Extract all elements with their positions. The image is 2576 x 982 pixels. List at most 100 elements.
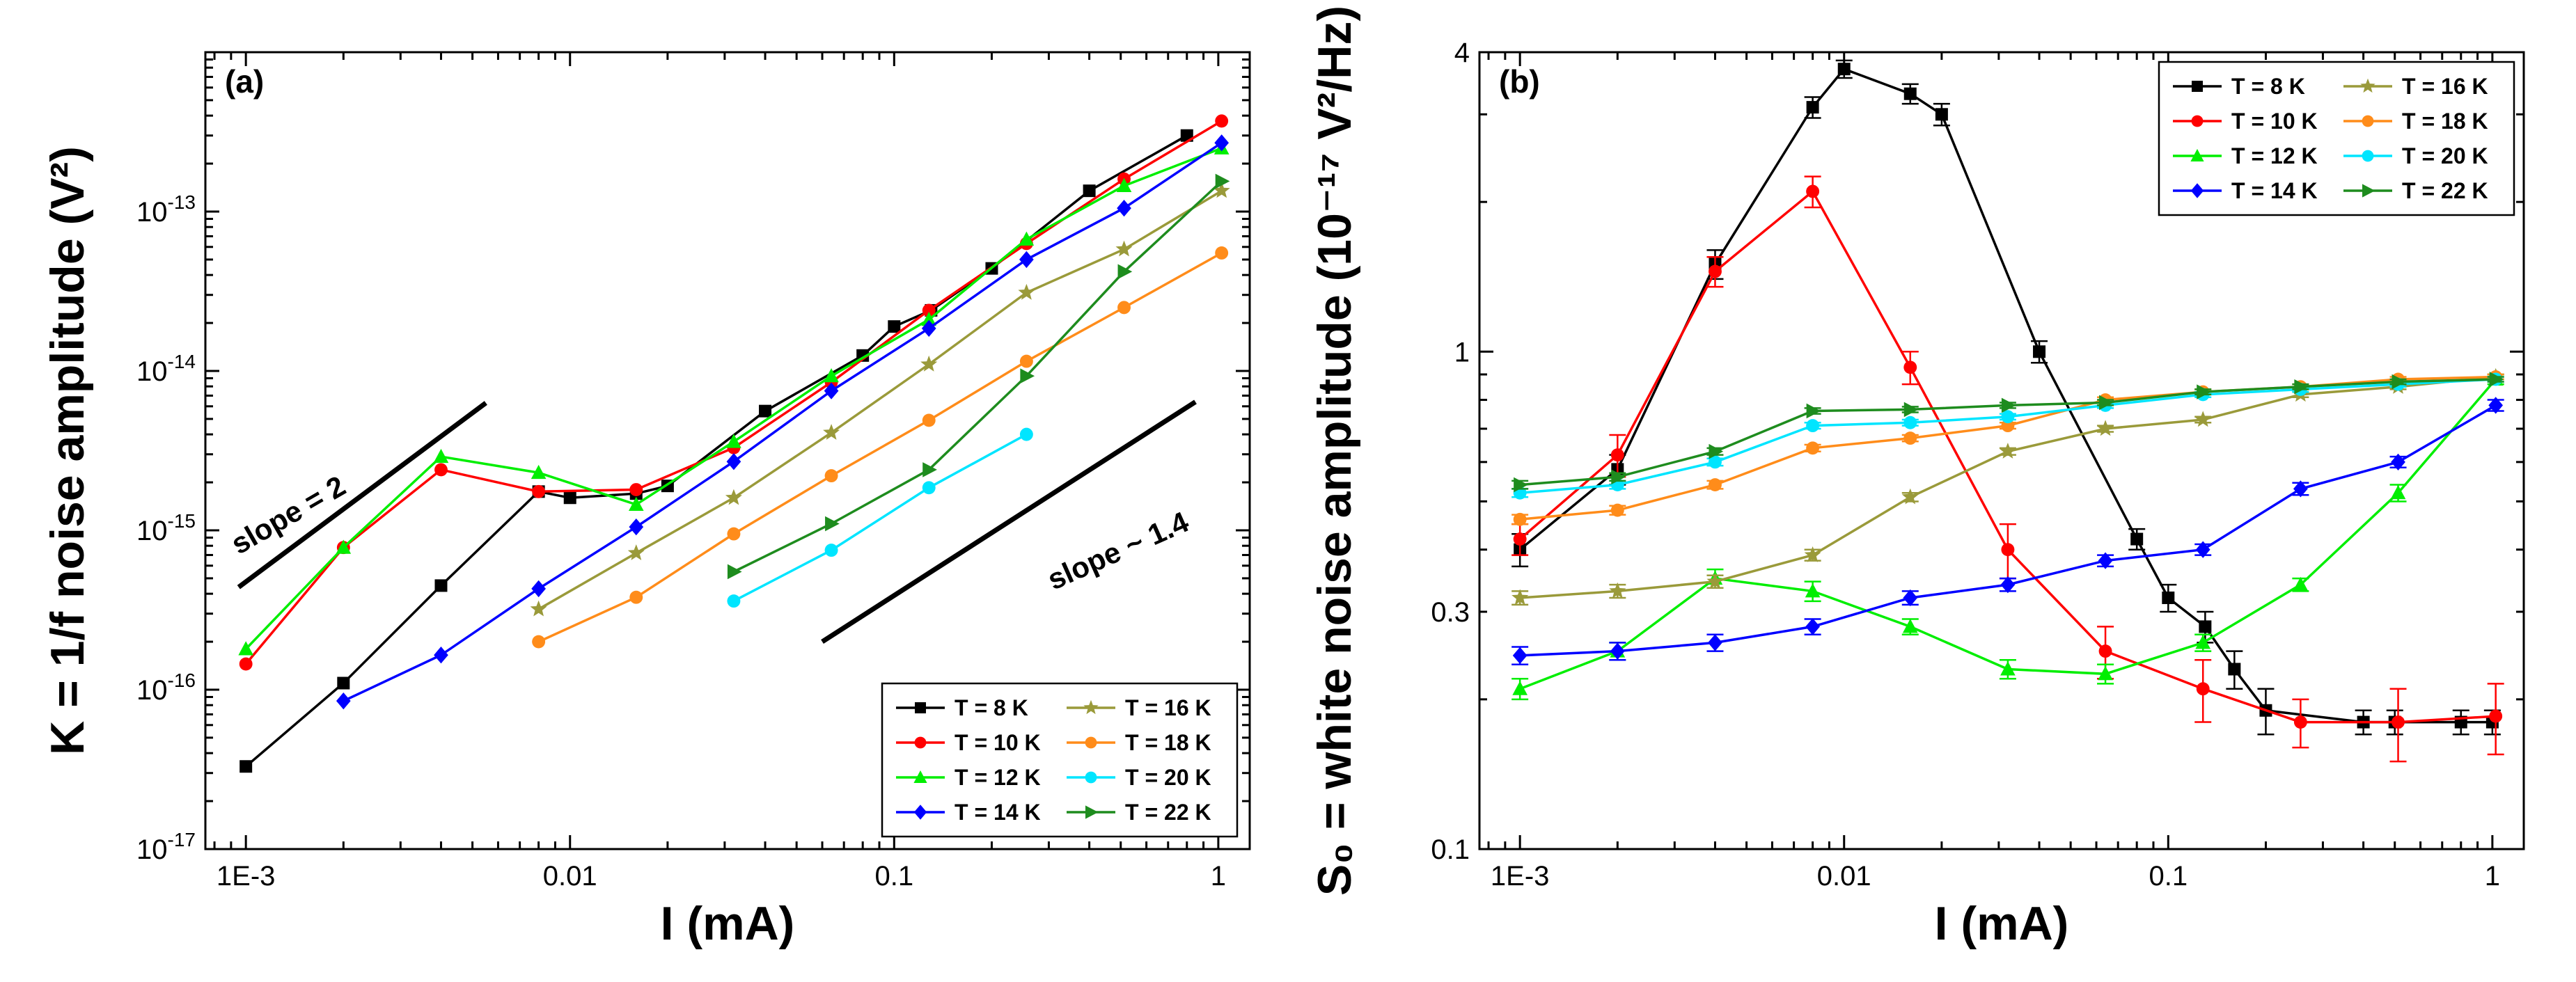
x-axis-title: I (mA) <box>661 897 795 950</box>
series-line <box>1519 189 2496 724</box>
y-tick-label: 10-13 <box>136 191 196 228</box>
data-point <box>824 382 839 399</box>
data-point <box>433 448 449 464</box>
panel-a-chart: 1E-3 0.01 0.1 110-1710-1610-1510-1410-13(a)… <box>41 51 1251 950</box>
y-tick-label: 1 <box>1454 337 1470 367</box>
data-point <box>1805 583 1821 598</box>
y-tick-label: 10-14 <box>136 351 196 387</box>
slope-guide-line <box>821 399 1197 644</box>
data-point <box>1019 231 1035 246</box>
x-tick-label: 0.01 <box>1817 861 1871 892</box>
data-point <box>1019 427 1033 441</box>
legend-marker <box>915 702 926 713</box>
legend: T = 8 K T = 10 K T = 12 K T = 14 K T = 16 K T… <box>881 682 1239 838</box>
data-point <box>1513 512 1527 526</box>
data-point <box>1610 642 1625 660</box>
y-tick-label: 10-17 <box>136 829 196 865</box>
data-point <box>2195 541 2210 558</box>
data-point <box>759 404 772 418</box>
y-tick-label: 0.3 <box>1431 597 1470 628</box>
data-point <box>727 564 742 580</box>
legend-marker <box>2362 115 2374 127</box>
data-point <box>2392 715 2405 729</box>
data-point <box>1511 589 1529 605</box>
data-point <box>2199 620 2212 633</box>
data-point <box>1083 184 1096 198</box>
data-point <box>2162 591 2175 604</box>
data-point <box>825 516 840 532</box>
series-t-22-k <box>727 173 1230 580</box>
data-point <box>434 647 448 664</box>
slope-annotation: slope ~ 1.4 <box>1043 505 1194 596</box>
data-point <box>1805 618 1820 635</box>
legend-label: T = 18 K <box>1125 730 1211 755</box>
legend-label: T = 20 K <box>1125 765 1211 790</box>
legend-marker <box>2192 81 2203 92</box>
y-tick-exponent: -16 <box>168 670 196 691</box>
slope-guide-line <box>237 401 487 589</box>
data-point <box>1610 503 1624 517</box>
data-point <box>1903 589 1918 607</box>
data-point <box>2099 395 2114 411</box>
data-point <box>530 600 547 617</box>
data-point <box>2293 480 2308 498</box>
data-point <box>2001 543 2015 557</box>
data-point <box>1806 403 1821 419</box>
y-tick-mantissa: 10 <box>136 356 168 387</box>
series-t-14-k <box>1511 397 2504 666</box>
data-point <box>2130 532 2144 546</box>
data-point <box>434 579 448 592</box>
data-point <box>2098 666 2113 681</box>
legend-label: T = 12 K <box>2231 143 2318 168</box>
data-point <box>239 657 253 671</box>
data-point <box>1999 443 2016 459</box>
panel-label: (b) <box>1499 63 1540 100</box>
data-point <box>531 464 547 480</box>
x-tick-label: 1E-3 <box>217 861 276 892</box>
data-point <box>1903 415 1917 429</box>
y-tick-mantissa: 10 <box>136 675 168 706</box>
series-t-22-k <box>1511 372 2504 493</box>
data-point <box>1512 681 1527 695</box>
series-line <box>537 189 1223 610</box>
legend-label: T = 14 K <box>955 800 1041 825</box>
y-tick-mantissa: 10 <box>136 516 168 546</box>
data-point <box>627 544 645 560</box>
legend-label: T = 20 K <box>2402 143 2488 168</box>
x-tick-label: 1 <box>2485 861 2500 892</box>
data-point <box>1709 478 1722 492</box>
y-tick-exponent: -14 <box>168 351 196 372</box>
y-tick-exponent: -13 <box>168 191 196 213</box>
data-point <box>1903 87 1917 100</box>
data-point <box>2488 397 2504 414</box>
data-point <box>2293 715 2307 729</box>
legend-label: T = 18 K <box>2402 109 2488 134</box>
legend-marker <box>2362 150 2374 162</box>
legend-marker <box>914 736 927 749</box>
data-point <box>2390 485 2406 500</box>
data-point <box>1117 199 1131 217</box>
plot-frame <box>204 51 1251 850</box>
legend-marker <box>1085 805 1099 819</box>
data-point <box>888 320 901 333</box>
data-point <box>1018 283 1035 300</box>
data-point <box>727 527 741 541</box>
data-point <box>2489 372 2504 387</box>
data-point <box>2000 576 2016 594</box>
series-t-16-k <box>530 182 1230 617</box>
y-tick-exponent: -17 <box>168 829 196 850</box>
data-point <box>1709 264 1722 278</box>
data-point <box>1806 184 1820 198</box>
data-point <box>532 484 546 498</box>
data-point <box>1117 264 1133 280</box>
x-tick-label: 1E-3 <box>1491 861 1550 892</box>
legend-marker <box>2190 183 2204 198</box>
data-point <box>1804 546 1821 562</box>
data-point <box>921 311 937 326</box>
series-t-20-k <box>1511 372 2504 500</box>
data-point <box>2097 420 2114 436</box>
data-point <box>531 580 546 598</box>
data-point <box>2001 410 2015 424</box>
series-line <box>537 251 1223 643</box>
data-point <box>2293 576 2309 592</box>
